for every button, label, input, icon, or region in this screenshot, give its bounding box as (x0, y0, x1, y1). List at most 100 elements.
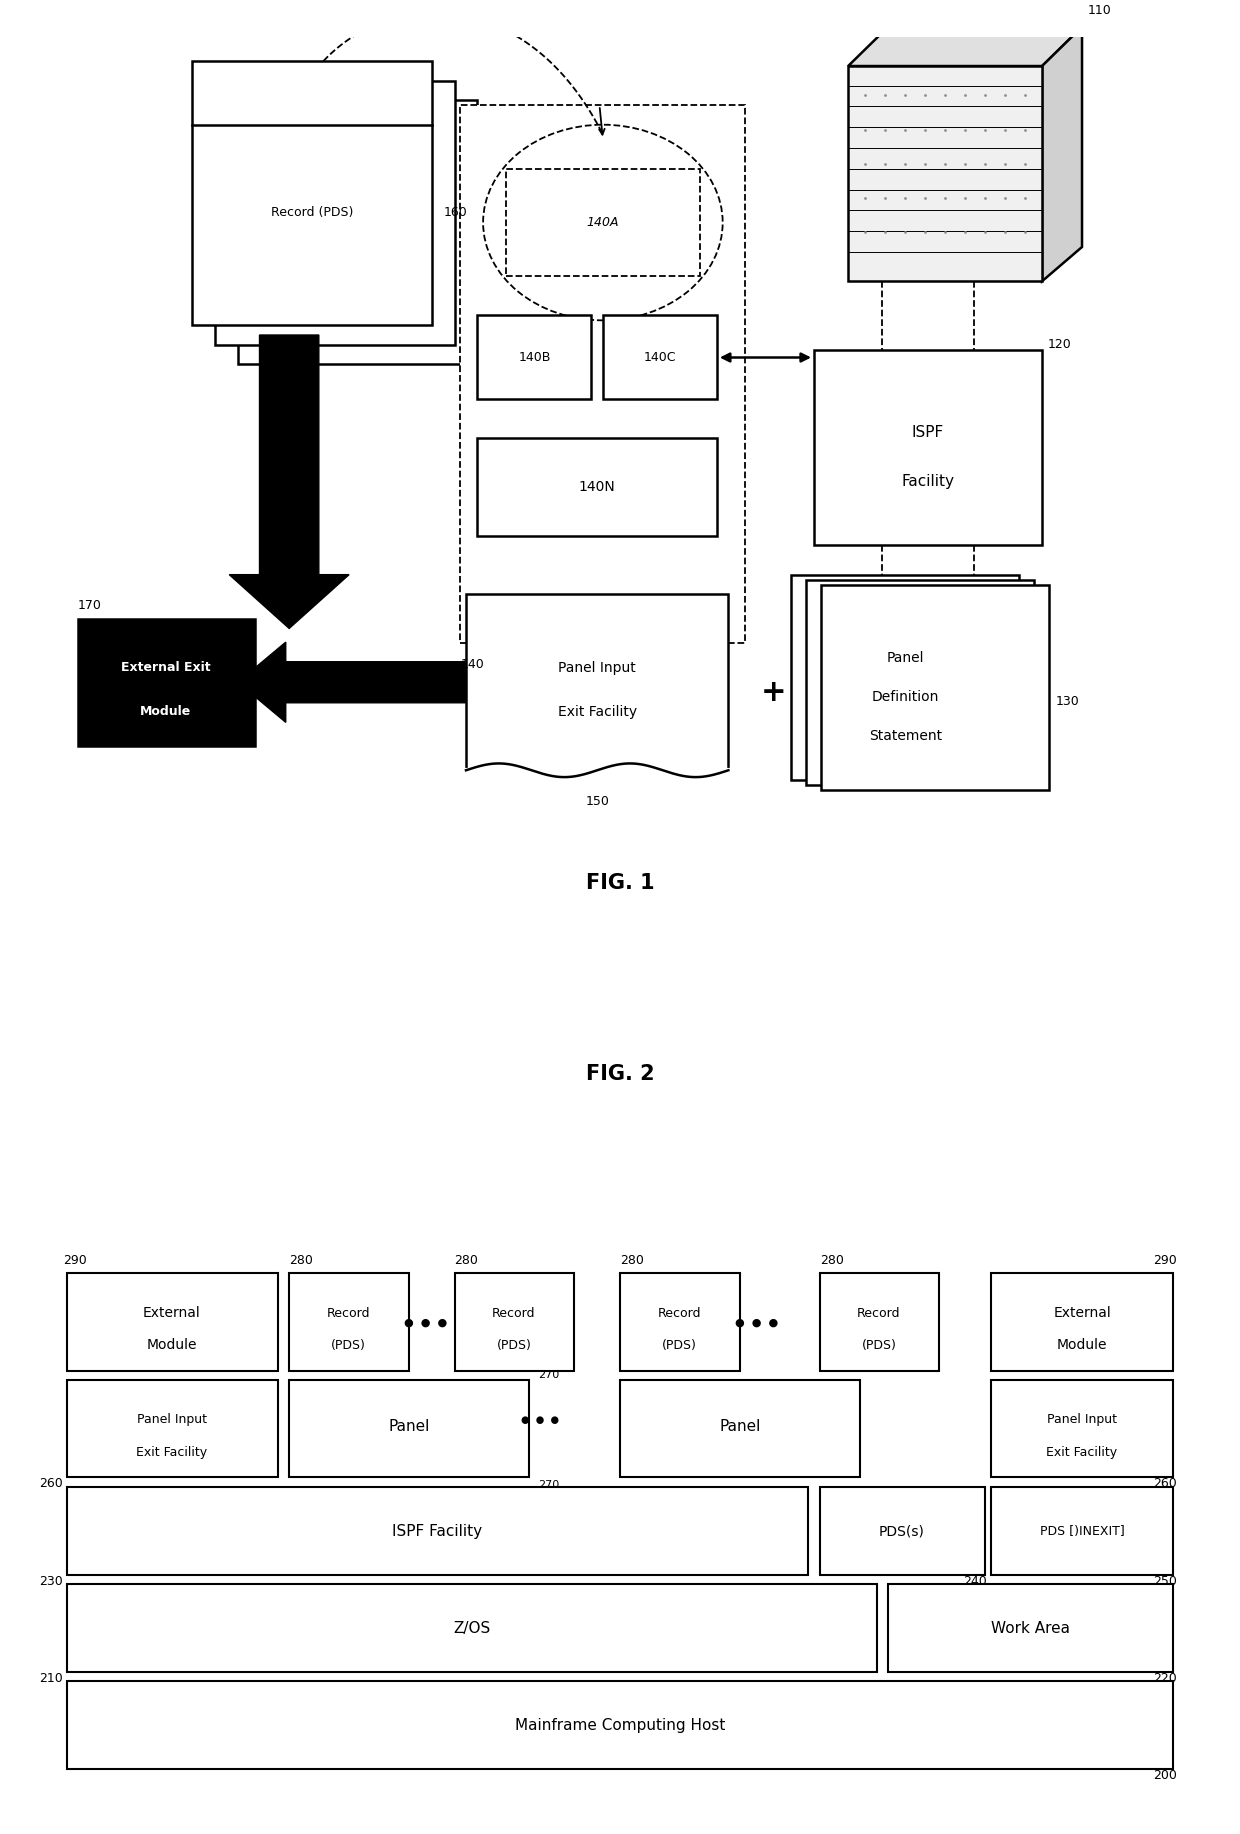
Text: Module: Module (140, 704, 192, 719)
FancyBboxPatch shape (806, 580, 1034, 785)
Text: 210: 210 (40, 1673, 63, 1685)
Text: 260: 260 (1153, 1476, 1177, 1491)
Text: Exit Facility: Exit Facility (558, 704, 637, 719)
Text: 290: 290 (63, 1254, 87, 1267)
FancyBboxPatch shape (603, 315, 717, 398)
Text: External: External (143, 1306, 201, 1320)
FancyBboxPatch shape (289, 1379, 528, 1476)
FancyBboxPatch shape (289, 1273, 409, 1370)
Text: (PDS): (PDS) (496, 1339, 532, 1352)
Text: 270: 270 (538, 1480, 559, 1489)
Text: 280: 280 (820, 1254, 843, 1267)
Text: Work Area: Work Area (991, 1621, 1070, 1636)
FancyBboxPatch shape (991, 1487, 1173, 1575)
Text: FIG. 2: FIG. 2 (585, 1064, 655, 1084)
FancyBboxPatch shape (67, 1585, 877, 1673)
FancyArrow shape (229, 336, 350, 629)
Text: ISPF Facility: ISPF Facility (392, 1524, 482, 1539)
Text: Panel: Panel (719, 1420, 760, 1434)
Text: Module: Module (1056, 1339, 1107, 1352)
FancyBboxPatch shape (78, 618, 255, 746)
FancyBboxPatch shape (67, 1273, 278, 1370)
Polygon shape (1042, 28, 1083, 281)
Polygon shape (848, 28, 1083, 66)
Text: Record: Record (657, 1306, 701, 1319)
Text: Panel Input: Panel Input (1047, 1414, 1117, 1427)
Text: Panel: Panel (887, 651, 924, 664)
Text: +: + (761, 677, 787, 706)
Text: (PDS): (PDS) (862, 1339, 897, 1352)
Text: 140B: 140B (518, 350, 551, 363)
Text: Record: Record (492, 1306, 536, 1319)
Text: 200: 200 (1153, 1770, 1177, 1783)
Text: 140C: 140C (644, 350, 676, 363)
Text: 280: 280 (620, 1254, 644, 1267)
FancyBboxPatch shape (477, 315, 591, 398)
FancyBboxPatch shape (67, 1379, 278, 1476)
Text: 140A: 140A (587, 216, 619, 229)
Text: (PDS): (PDS) (331, 1339, 366, 1352)
Text: Panel: Panel (388, 1420, 429, 1434)
FancyBboxPatch shape (192, 61, 432, 325)
Text: 140N: 140N (579, 481, 615, 493)
FancyBboxPatch shape (888, 1585, 1173, 1673)
FancyBboxPatch shape (813, 350, 1042, 545)
FancyBboxPatch shape (67, 1487, 808, 1575)
Text: 260: 260 (40, 1476, 63, 1491)
Text: 230: 230 (40, 1575, 63, 1588)
Text: Record: Record (857, 1306, 900, 1319)
FancyArrow shape (238, 642, 466, 723)
Text: 220: 220 (1153, 1673, 1177, 1685)
Text: Mainframe Computing Host: Mainframe Computing Host (515, 1718, 725, 1733)
Text: Record: Record (326, 1306, 371, 1319)
Text: ISPF: ISPF (911, 425, 944, 440)
Text: 240: 240 (963, 1575, 987, 1588)
FancyBboxPatch shape (215, 81, 455, 345)
Text: Module: Module (146, 1339, 197, 1352)
FancyBboxPatch shape (991, 1273, 1173, 1370)
Text: Exit Facility: Exit Facility (136, 1445, 207, 1458)
FancyBboxPatch shape (477, 438, 717, 536)
FancyBboxPatch shape (506, 169, 699, 277)
Text: Panel Input: Panel Input (558, 660, 636, 675)
Text: 290: 290 (1153, 1254, 1177, 1267)
Text: 110: 110 (1087, 4, 1111, 17)
Text: 160: 160 (443, 205, 467, 220)
FancyBboxPatch shape (820, 1487, 985, 1575)
Text: 280: 280 (289, 1254, 312, 1267)
FancyBboxPatch shape (67, 1682, 1173, 1770)
FancyBboxPatch shape (991, 1379, 1173, 1476)
Text: (PDS): (PDS) (662, 1339, 697, 1352)
Text: External: External (1053, 1306, 1111, 1320)
Text: ●  ●  ●: ● ● ● (735, 1317, 779, 1328)
FancyBboxPatch shape (455, 1273, 574, 1370)
FancyBboxPatch shape (820, 1273, 940, 1370)
Text: Exit Facility: Exit Facility (1047, 1445, 1117, 1458)
Text: 150: 150 (585, 794, 609, 807)
Text: PDS [)INEXIT]: PDS [)INEXIT] (1039, 1524, 1125, 1537)
FancyBboxPatch shape (791, 574, 1019, 779)
Text: 250: 250 (1153, 1575, 1177, 1588)
Text: 130: 130 (1055, 695, 1080, 708)
Text: Facility: Facility (901, 475, 955, 490)
Text: PDS(s): PDS(s) (879, 1524, 925, 1539)
FancyBboxPatch shape (466, 594, 728, 770)
Text: Panel Input: Panel Input (136, 1414, 207, 1427)
FancyBboxPatch shape (620, 1379, 859, 1476)
Text: ●  ●  ●: ● ● ● (521, 1414, 559, 1425)
FancyBboxPatch shape (821, 585, 1049, 790)
Text: External Exit: External Exit (122, 660, 211, 675)
FancyBboxPatch shape (460, 105, 745, 644)
Text: ●  ●  ●: ● ● ● (404, 1317, 448, 1328)
Text: 270: 270 (538, 1370, 559, 1381)
Ellipse shape (484, 125, 723, 321)
FancyBboxPatch shape (848, 66, 1042, 281)
Text: 140: 140 (460, 658, 484, 671)
Text: Record (PDS): Record (PDS) (270, 205, 353, 220)
Text: Definition: Definition (872, 690, 939, 704)
Text: 280: 280 (455, 1254, 479, 1267)
FancyBboxPatch shape (238, 101, 477, 365)
Text: Statement: Statement (869, 730, 941, 743)
Text: 120: 120 (1048, 337, 1071, 352)
Text: Z/OS: Z/OS (453, 1621, 490, 1636)
